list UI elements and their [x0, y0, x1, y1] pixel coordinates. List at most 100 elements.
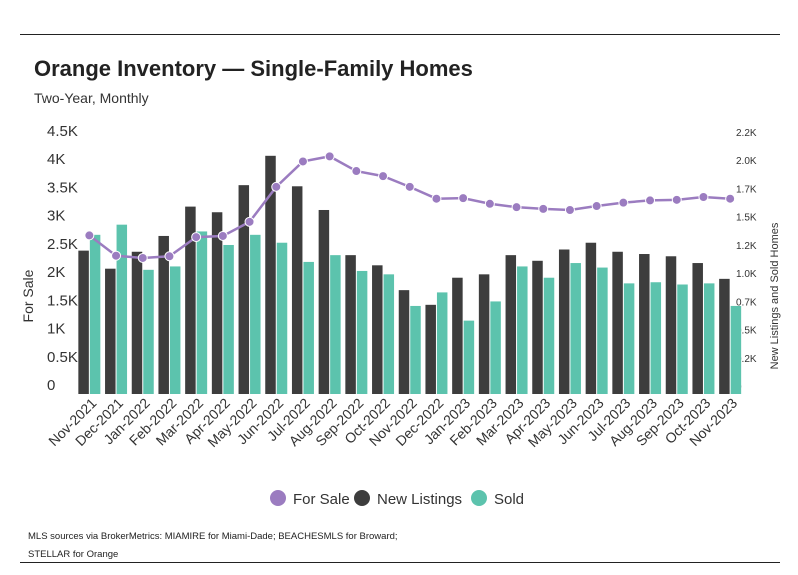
left-axis-ticks: 0 0.5K 1K 1.5K 2K 2.5K 3K 3.5K 4K 4.5K — [47, 123, 78, 394]
legend-item: For Sale — [270, 490, 350, 508]
new-listings-bar — [425, 304, 436, 394]
sold-bar — [677, 284, 688, 394]
new-listings-bar — [211, 212, 223, 394]
sold-bar — [703, 283, 715, 394]
sold-bar — [169, 266, 181, 394]
for-sale-point — [671, 194, 682, 205]
legend-swatch — [270, 490, 286, 506]
for-sale-point — [698, 192, 709, 203]
right-tick-label: 2.2K — [736, 128, 757, 139]
sold-bar — [650, 282, 662, 394]
for-sale-point — [84, 230, 95, 241]
for-sale-point — [378, 171, 389, 182]
new-listings-bar — [78, 250, 89, 394]
left-tick-label: 3K — [47, 208, 65, 225]
new-listings-bar — [558, 249, 570, 394]
legend: For Sale New Listings Sold — [270, 490, 524, 508]
new-listings-bar — [452, 277, 463, 394]
legend-label: For Sale — [293, 491, 350, 508]
left-tick-label: 4.5K — [47, 123, 78, 140]
left-tick-label: 2.5K — [47, 236, 78, 253]
for-sale-point — [458, 193, 469, 204]
left-tick-label: 0 — [47, 377, 55, 394]
new-listings-bar — [372, 265, 383, 394]
sold-bar — [383, 274, 395, 394]
sold-bar — [276, 242, 288, 394]
new-listings-bar — [719, 278, 730, 394]
sold-bar — [223, 244, 234, 394]
sold-bar — [463, 320, 475, 394]
legend-swatch — [471, 490, 487, 506]
right-tick-label: 0.5K — [736, 326, 757, 337]
for-sale-point — [111, 250, 122, 261]
right-tick-label: 1.2K — [736, 241, 757, 252]
sold-bar — [330, 255, 341, 394]
right-tick-label: 1.0K — [736, 269, 757, 280]
sold-bar — [356, 270, 368, 394]
right-tick-label: 2.0K — [736, 156, 757, 167]
left-tick-label: 0.5K — [47, 349, 78, 366]
for-sale-point — [725, 193, 736, 204]
legend-item: New Listings — [354, 490, 462, 508]
for-sale-point — [137, 252, 148, 263]
new-listings-bar — [345, 255, 356, 394]
for-sale-point — [431, 193, 442, 204]
new-listings-bar — [585, 242, 597, 394]
for-sale-point — [484, 198, 495, 209]
sold-bar — [410, 305, 421, 394]
sold-bar — [543, 277, 555, 394]
sold-bar — [597, 267, 608, 394]
right-tick-label: 1.5K — [736, 213, 757, 224]
new-listings-bar — [131, 251, 143, 394]
left-tick-label: 4K — [47, 151, 65, 168]
right-tick-label: 0.2K — [736, 354, 757, 365]
legend-label: Sold — [494, 491, 524, 508]
new-listings-bar — [665, 256, 677, 394]
for-sale-point — [591, 201, 602, 212]
chart-subtitle: Two-Year, Monthly — [34, 90, 149, 106]
bars-group — [78, 155, 742, 394]
for-sale-point — [271, 181, 282, 192]
new-listings-bar — [158, 235, 169, 394]
new-listings-bar — [478, 274, 490, 394]
left-axis-label: For Sale — [20, 269, 36, 322]
new-listings-bar — [238, 185, 250, 394]
for-sale-point — [618, 197, 629, 208]
for-sale-point — [191, 232, 202, 243]
for-sale-point — [164, 251, 175, 262]
for-sale-point — [564, 204, 575, 215]
top-rule — [20, 34, 780, 35]
sold-bar — [730, 305, 742, 394]
left-tick-label: 2K — [47, 264, 65, 281]
for-sale-point — [244, 216, 255, 227]
chart-title: Orange Inventory — Single-Family Homes — [34, 56, 473, 81]
new-listings-bar — [265, 155, 276, 394]
right-tick-label: 0.7K — [736, 297, 757, 308]
source-line-2: STELLAR for Orange — [28, 549, 119, 560]
legend-swatch — [354, 490, 370, 506]
new-listings-bar — [692, 263, 703, 394]
for-sale-point — [538, 203, 549, 214]
left-tick-label: 3.5K — [47, 179, 78, 196]
for-sale-line-group — [84, 151, 736, 263]
sold-bar — [250, 234, 261, 394]
for-sale-point — [351, 166, 362, 177]
for-sale-point — [324, 151, 335, 162]
legend-item: Sold — [471, 490, 524, 508]
new-listings-bar — [291, 186, 303, 394]
new-listings-bar — [532, 260, 543, 394]
new-listings-bar — [318, 209, 330, 394]
sold-bar — [623, 283, 635, 394]
new-listings-bar — [505, 255, 517, 394]
right-axis-label: New Listings and Sold Homes — [769, 222, 781, 369]
new-listings-bar — [639, 254, 650, 394]
sold-bar — [89, 234, 101, 394]
new-listings-bar — [612, 251, 623, 394]
for-sale-point — [645, 195, 656, 206]
sold-bar — [517, 266, 528, 394]
source-line-1: MLS sources via BrokerMetrics: MIAMIRE f… — [28, 531, 398, 542]
sold-bar — [196, 231, 208, 394]
bottom-rule — [20, 562, 780, 563]
sold-bar — [490, 301, 501, 394]
